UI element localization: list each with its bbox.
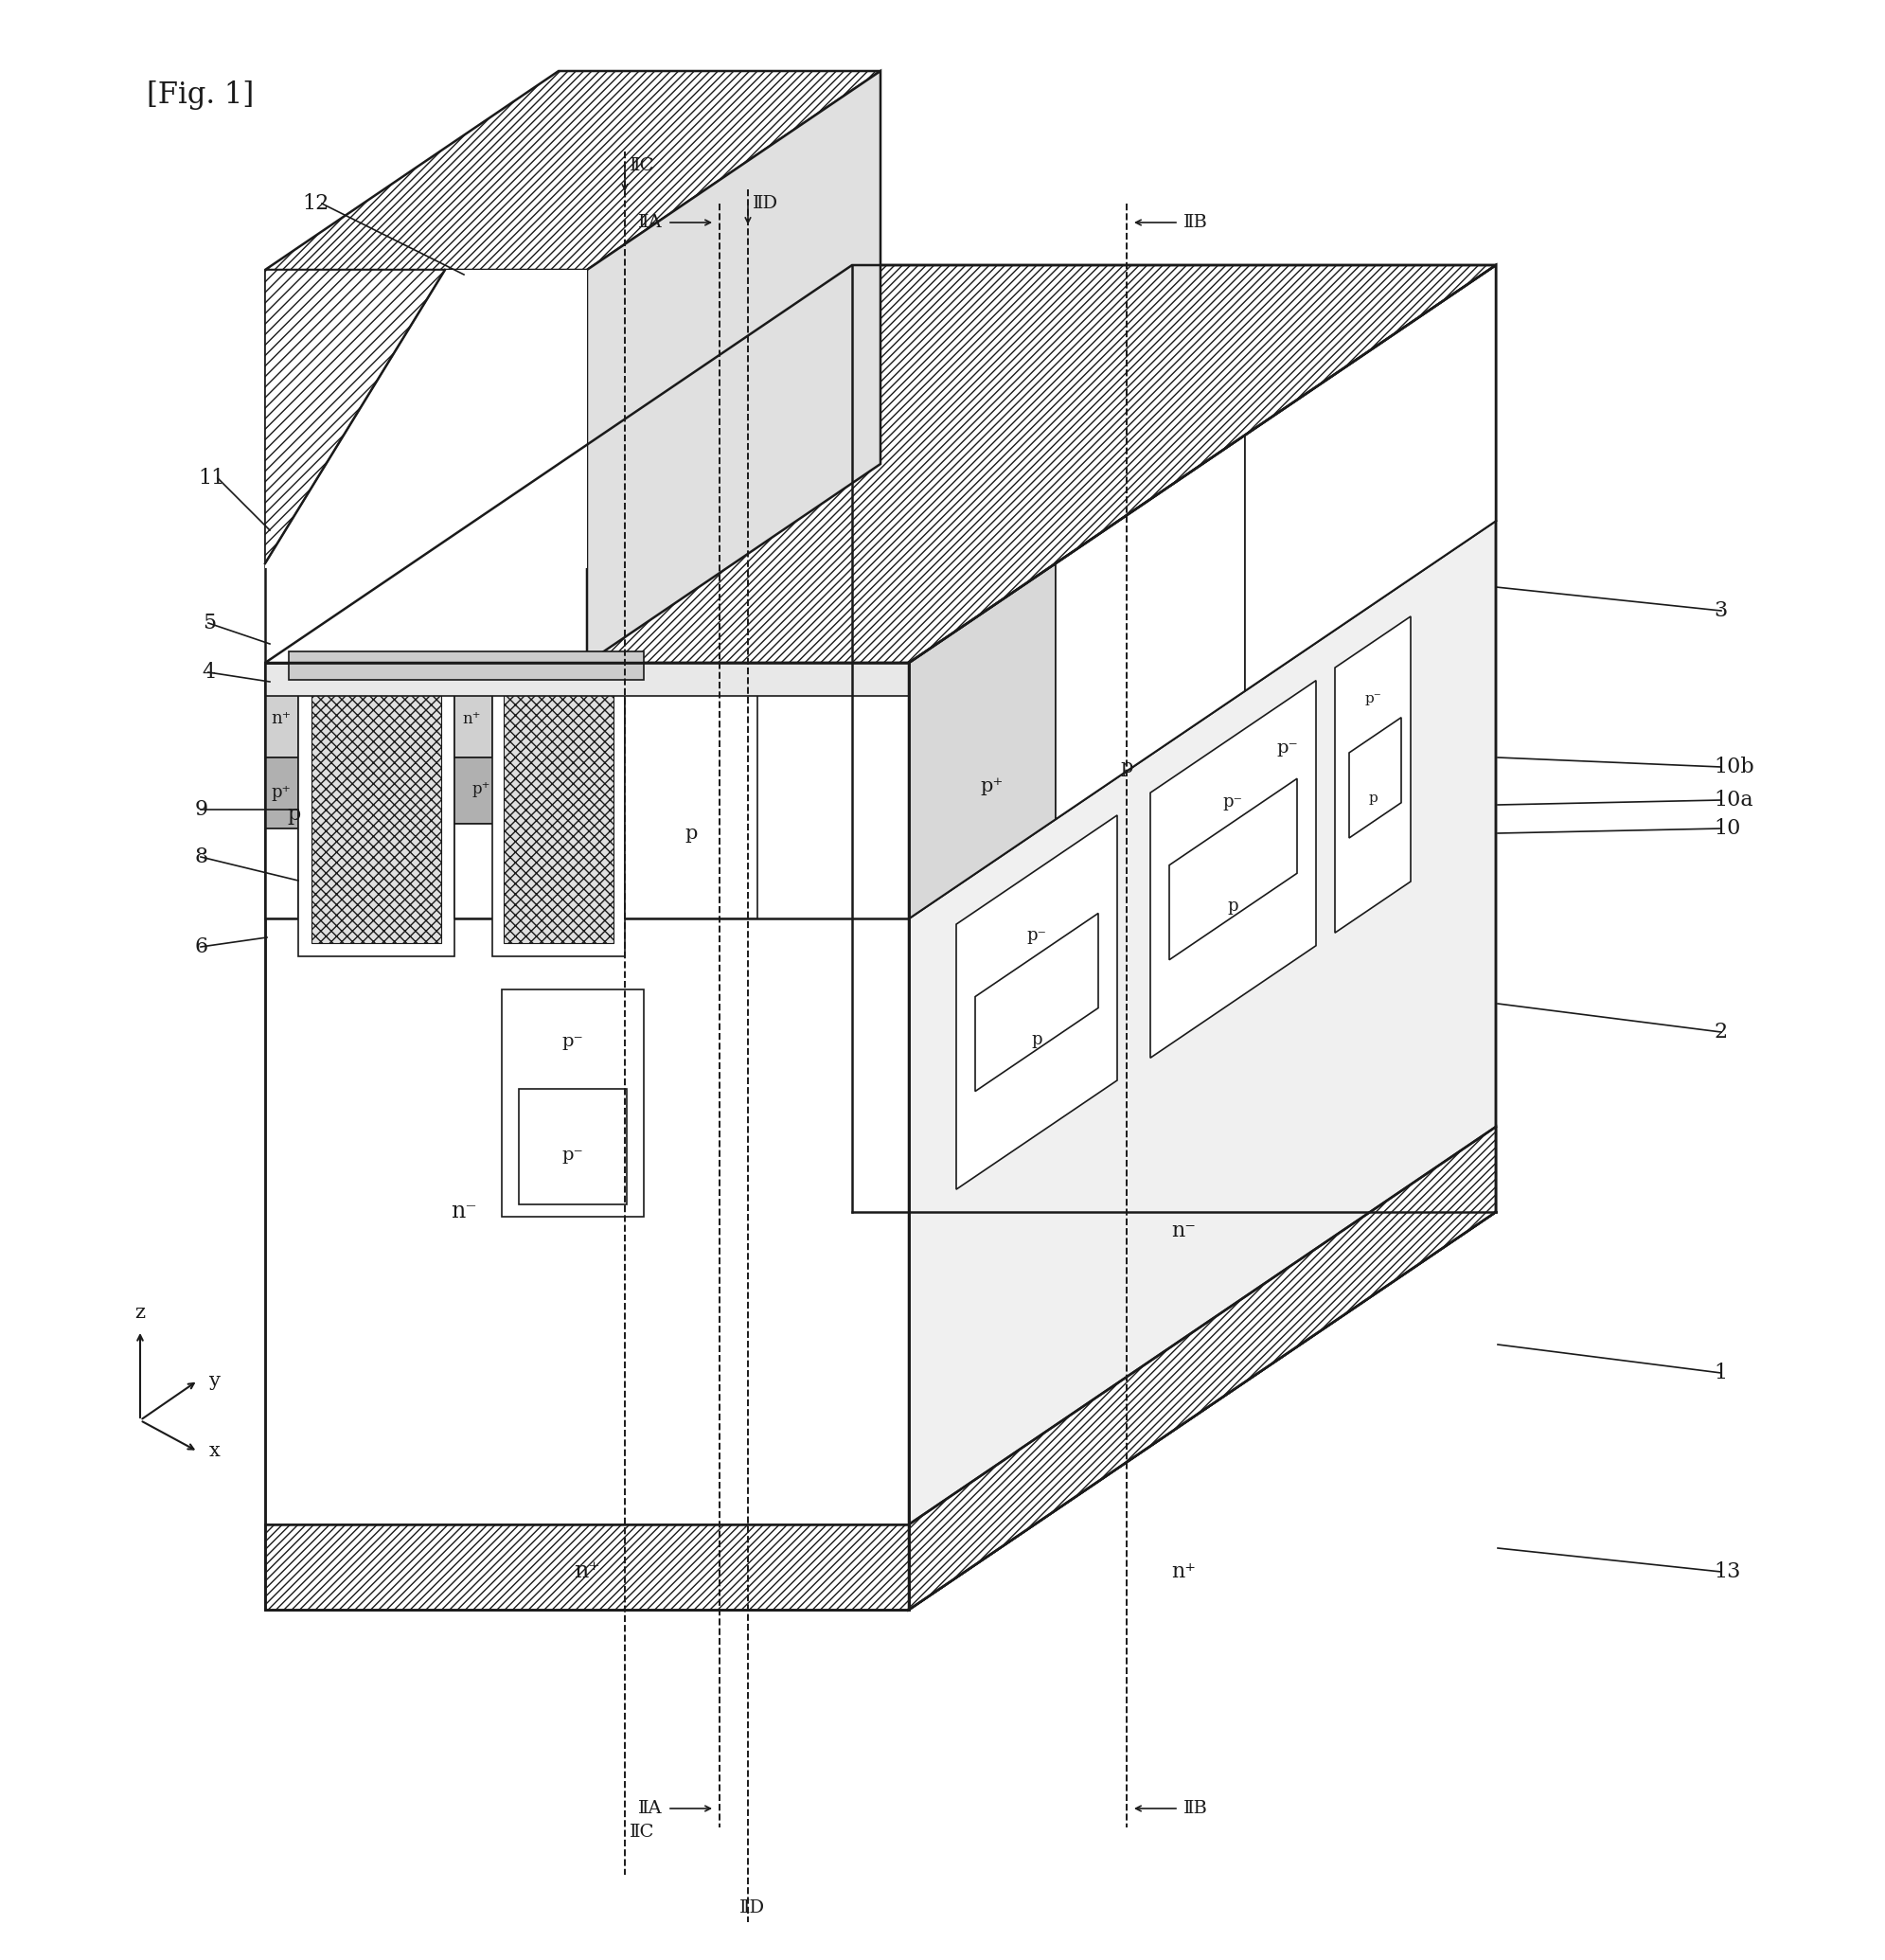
Polygon shape [909, 1127, 1497, 1609]
Polygon shape [266, 270, 586, 568]
Text: p⁻: p⁻ [1365, 692, 1382, 706]
Polygon shape [454, 680, 492, 757]
Text: p⁻: p⁻ [562, 1147, 584, 1164]
Polygon shape [266, 757, 298, 829]
Text: ⅡA: ⅡA [639, 1799, 664, 1817]
Text: p⁺: p⁺ [980, 776, 1003, 796]
Text: n⁺: n⁺ [462, 711, 481, 727]
Polygon shape [624, 680, 758, 919]
Polygon shape [1244, 265, 1497, 690]
Polygon shape [1350, 717, 1401, 839]
Polygon shape [586, 71, 880, 662]
Text: p: p [1120, 759, 1133, 776]
Polygon shape [266, 265, 1497, 662]
Polygon shape [266, 680, 298, 757]
Text: n⁻: n⁻ [451, 1201, 477, 1223]
Polygon shape [311, 690, 441, 943]
Polygon shape [454, 757, 511, 823]
Text: ⅡB: ⅡB [1184, 1799, 1208, 1817]
Polygon shape [454, 823, 511, 919]
Polygon shape [266, 1211, 1497, 1609]
Polygon shape [1056, 435, 1244, 819]
Text: 5: 5 [202, 613, 217, 633]
Polygon shape [266, 270, 445, 563]
Text: p⁺: p⁺ [271, 784, 290, 802]
Text: ⅡC: ⅡC [630, 157, 654, 174]
Text: ⅡD: ⅡD [752, 196, 779, 212]
Text: ⅡD: ⅡD [739, 1899, 765, 1917]
Polygon shape [909, 563, 1056, 919]
Polygon shape [266, 829, 298, 919]
Polygon shape [518, 1090, 626, 1203]
Polygon shape [909, 265, 1497, 1609]
Text: p: p [1031, 1031, 1042, 1049]
Polygon shape [909, 265, 1497, 919]
Polygon shape [266, 1525, 909, 1609]
Text: p⁻: p⁻ [1027, 927, 1046, 945]
Text: 10: 10 [1713, 817, 1740, 839]
Text: p: p [684, 825, 697, 843]
Text: x: x [209, 1443, 221, 1460]
Text: p⁻: p⁻ [1276, 739, 1299, 757]
Text: ⅡB: ⅡB [1184, 214, 1208, 231]
Polygon shape [956, 815, 1118, 1190]
Text: 3: 3 [1713, 600, 1727, 621]
Text: 4: 4 [202, 662, 217, 682]
Text: p: p [287, 804, 300, 825]
Text: 8: 8 [194, 847, 207, 868]
Text: 10b: 10b [1713, 757, 1755, 778]
Polygon shape [298, 680, 454, 956]
Text: 9: 9 [194, 800, 207, 819]
Text: 13: 13 [1713, 1562, 1740, 1582]
Polygon shape [1150, 680, 1316, 1058]
Polygon shape [266, 662, 909, 696]
Text: n⁻: n⁻ [1171, 1221, 1195, 1241]
Text: 1: 1 [1713, 1362, 1727, 1384]
Text: ⅡC: ⅡC [630, 1823, 654, 1840]
Text: p⁻: p⁻ [1223, 794, 1242, 811]
Polygon shape [266, 71, 880, 270]
Text: p⁺: p⁺ [471, 782, 490, 798]
Text: z: z [136, 1303, 145, 1323]
Polygon shape [501, 990, 645, 1217]
Text: 10a: 10a [1713, 790, 1753, 811]
Polygon shape [288, 651, 645, 680]
Text: p: p [1369, 792, 1378, 806]
Polygon shape [266, 662, 909, 1609]
Text: 11: 11 [198, 468, 226, 488]
Polygon shape [1335, 615, 1410, 933]
Text: p: p [1227, 898, 1238, 915]
Polygon shape [503, 690, 613, 943]
Text: [Fig. 1]: [Fig. 1] [147, 80, 254, 110]
Text: 12: 12 [303, 194, 330, 214]
Text: p⁻: p⁻ [562, 1033, 584, 1051]
Text: ⅡA: ⅡA [639, 214, 664, 231]
Text: y: y [209, 1372, 221, 1390]
Text: 2: 2 [1713, 1021, 1727, 1043]
Polygon shape [266, 270, 586, 662]
Polygon shape [975, 913, 1099, 1092]
Text: n⁺: n⁺ [271, 710, 290, 727]
Text: n⁺: n⁺ [1171, 1562, 1195, 1582]
Polygon shape [1169, 778, 1297, 960]
Polygon shape [492, 680, 624, 956]
Text: 6: 6 [194, 937, 207, 956]
Text: n⁺: n⁺ [573, 1560, 599, 1582]
